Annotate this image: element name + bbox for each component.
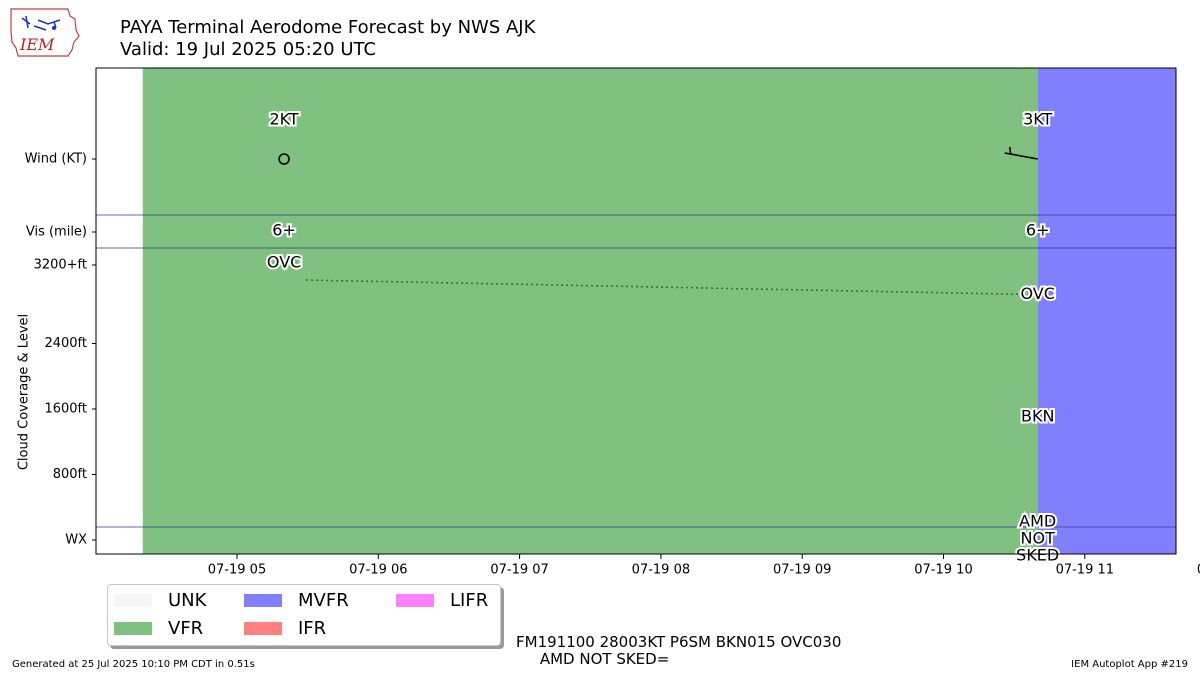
cloud-tick-label: 2400ft <box>44 336 87 351</box>
legend-item-ifr: IFR <box>244 616 326 640</box>
visibility-label: 6+ <box>1026 221 1050 240</box>
chart-subtitle: Valid: 19 Jul 2025 05:20 UTC <box>120 39 377 60</box>
cloud-cover-label: BKN <box>1021 407 1054 426</box>
wind-speed-label: 2KT <box>269 110 298 129</box>
legend-label: MVFR <box>298 589 349 611</box>
logo-text: IEM <box>19 35 55 54</box>
x-tick-label: 07-19 11 <box>1056 563 1114 578</box>
y-tick-label: Wind (KT) <box>25 152 87 167</box>
legend-swatch <box>396 593 434 607</box>
legend-swatch <box>114 593 152 607</box>
legend-label: IFR <box>298 617 327 639</box>
legend-item-mvfr: MVFR <box>244 588 349 612</box>
x-tick-label: 07-19 06 <box>349 563 407 578</box>
x-tick-label: 07-19 08 <box>632 563 690 578</box>
legend-label: VFR <box>168 617 204 639</box>
band-mvfr <box>1037 68 1176 554</box>
y-tick-label: WX <box>65 533 87 548</box>
wx-label: SKED <box>1016 546 1059 565</box>
x-tick-label: 07-19 05 <box>208 563 266 578</box>
iem-logo: IEM <box>10 8 80 57</box>
legend-item-unk: UNK <box>114 588 206 612</box>
legend-swatch <box>244 593 282 607</box>
legend-item-lifr: LIFR <box>396 588 488 612</box>
legend-label: UNK <box>168 589 207 611</box>
legend-swatch <box>114 621 152 635</box>
cloud-axis-label: Cloud Coverage & Level <box>17 314 32 470</box>
legend: UNK VFR MVFR IFR LIFR <box>107 584 501 646</box>
x-tick-label: 07-19 09 <box>773 563 831 578</box>
band-vfr <box>142 68 1038 554</box>
cloud-tick-label: 800ft <box>53 467 87 482</box>
legend-swatch <box>244 621 282 635</box>
cloud-tick-label: 1600ft <box>44 402 87 417</box>
legend-label: LIFR <box>450 589 489 611</box>
cloud-cover-label: OVC <box>267 253 301 272</box>
cloud-tick-label: 3200+ft <box>34 258 87 273</box>
x-tick-label: 07-19 12 <box>1197 563 1200 578</box>
wind-calm-circle <box>278 153 290 165</box>
taf-raw-text: FM191100 28003KT P6SM BKN015 OVC030 AMD … <box>516 633 842 668</box>
y-tick-label: Vis (mile) <box>26 225 87 240</box>
wx-label: AMD <box>1019 512 1056 531</box>
visibility-label: 6+ <box>272 221 296 240</box>
x-tick-label: 07-19 07 <box>490 563 548 578</box>
chart-title: PAYA Terminal Aerodome Forecast by NWS A… <box>120 17 536 38</box>
wind-barb-flag <box>1008 146 1012 155</box>
wx-label: NOT <box>1021 529 1056 548</box>
generated-timestamp: Generated at 25 Jul 2025 10:10 PM CDT in… <box>12 659 255 670</box>
app-id: IEM Autoplot App #219 <box>1071 659 1188 670</box>
cloud-cover-label: OVC <box>1020 284 1054 303</box>
x-tick-label: 07-19 10 <box>914 563 972 578</box>
legend-item-vfr: VFR <box>114 616 203 640</box>
wind-speed-label: 3KT <box>1023 110 1052 129</box>
